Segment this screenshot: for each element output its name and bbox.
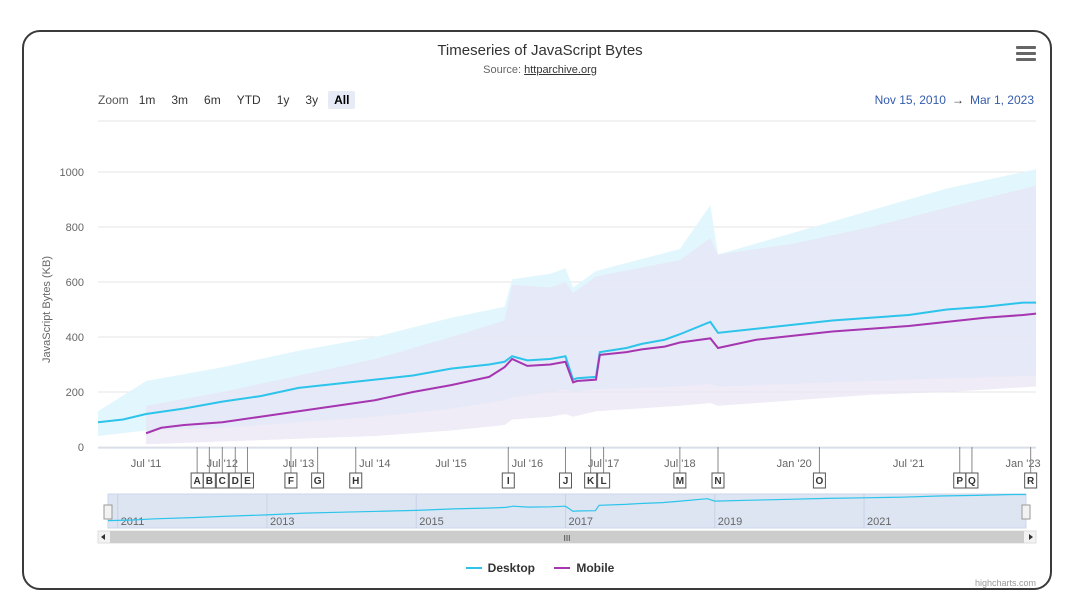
flag-label-N: N	[714, 476, 721, 487]
flag-box-I	[501, 472, 515, 489]
flag-box-C	[215, 472, 229, 489]
y-tick-label-800: 800	[66, 222, 84, 234]
scrollbar-thumb[interactable]	[110, 531, 1024, 543]
flag-label-E: E	[244, 476, 251, 487]
flag-label-G: G	[314, 476, 322, 487]
chart-title: Timeseries of JavaScript Bytes	[437, 42, 643, 59]
scrollbar-grip-icon: III	[564, 534, 571, 543]
x-tick-label-3: Jul '14	[359, 458, 390, 470]
x-tick-label-0: Jul '11	[131, 458, 162, 470]
chart-subtitle: Source: httparchive.org	[0, 64, 1080, 76]
legend-item-desktop[interactable]: Desktop	[465, 561, 535, 575]
flag-label-K: K	[587, 476, 595, 487]
range-arrow-icon: →	[951, 93, 964, 107]
y-tick-label-0: 0	[78, 442, 84, 454]
zoom-3m-button[interactable]: 3m	[171, 93, 189, 107]
flag-label-O: O	[816, 476, 824, 487]
flag-label-A: A	[194, 476, 201, 487]
navigator-year-2015: 2015	[419, 516, 443, 528]
flag-label-D: D	[232, 476, 239, 487]
y-tick-label-400: 400	[66, 332, 84, 344]
date-range: Nov 15, 2010 → Mar 1, 2023	[875, 93, 1034, 107]
scroll-right-arrow-icon[interactable]	[1029, 534, 1033, 540]
flag-label-B: B	[206, 476, 213, 487]
zoom-ytd-button[interactable]: YTD	[236, 93, 261, 107]
zoom-6m-button[interactable]: 6m	[204, 93, 221, 107]
navigator-series-line	[107, 493, 1026, 522]
flag-box-F	[284, 472, 298, 489]
zoom-1y-button[interactable]: 1y	[276, 93, 290, 107]
zoom-all-button[interactable]: All	[328, 91, 356, 109]
flag-label-Q: Q	[968, 476, 976, 487]
y-tick-label-1000: 1000	[60, 167, 84, 179]
zoom-label: Zoom	[98, 93, 129, 107]
flag-label-C: C	[219, 476, 226, 487]
x-tick-label-4: Jul '15	[435, 458, 466, 470]
y-axis-title: JavaScript Bytes (KB)	[41, 256, 53, 363]
flag-label-P: P	[956, 476, 963, 487]
range-to[interactable]: Mar 1, 2023	[969, 93, 1034, 107]
zoom-selector: Zoom 1m 3m 6m YTD 1y 3y All	[98, 91, 356, 109]
navigator-year-2013: 2013	[270, 516, 294, 528]
navigator-handle-right[interactable]	[1021, 504, 1031, 520]
desktop-legend-line-icon	[465, 567, 482, 569]
credits[interactable]: highcharts.com	[974, 578, 1036, 588]
legend-mobile-label: Mobile	[576, 561, 615, 575]
flag-box-G	[311, 472, 325, 489]
x-tick-label-5: Jul '16	[512, 458, 543, 470]
navigator-year-2021: 2021	[867, 516, 891, 528]
flag-box-H	[349, 472, 363, 489]
x-tick-label-9: Jul '21	[893, 458, 924, 470]
source-link[interactable]: httparchive.org	[524, 64, 597, 76]
y-tick-label-200: 200	[66, 387, 84, 399]
flag-label-J: J	[563, 476, 569, 487]
flag-box-M	[673, 472, 687, 489]
source-prefix: Source:	[483, 64, 525, 76]
flag-box-O	[812, 472, 826, 489]
flag-label-R: R	[1027, 476, 1035, 487]
flag-box-Q	[965, 472, 979, 489]
x-tick-label-8: Jan '20	[777, 458, 812, 470]
legend-desktop-label: Desktop	[487, 561, 535, 575]
legend: Desktop Mobile	[0, 558, 1080, 575]
flag-box-K	[584, 472, 598, 489]
flag-box-R	[1024, 472, 1038, 489]
series-line-mobile	[145, 312, 1037, 435]
navigator-year-2019: 2019	[718, 516, 742, 528]
flag-label-I: I	[507, 476, 510, 487]
legend-item-mobile[interactable]: Mobile	[554, 561, 614, 575]
navigator-year-2011: 2011	[121, 516, 145, 528]
scroll-left-arrow-icon[interactable]	[101, 534, 105, 540]
zoom-3y-button[interactable]: 3y	[305, 93, 319, 107]
x-tick-label-10: Jan '23	[1005, 458, 1040, 470]
mobile-legend-line-icon	[554, 567, 571, 569]
series-line-desktop	[97, 301, 1036, 424]
flag-box-N	[711, 472, 725, 489]
flag-box-B	[202, 472, 216, 489]
navigator-year-2017: 2017	[569, 516, 593, 528]
hamburger-menu-icon[interactable]	[1016, 46, 1036, 62]
flag-label-M: M	[676, 476, 684, 487]
flag-box-L	[597, 472, 611, 489]
flag-label-F: F	[288, 476, 294, 487]
flag-box-E	[240, 472, 254, 489]
navigator-handle-left[interactable]	[103, 504, 113, 520]
x-tick-label-2: Jul '13	[283, 458, 314, 470]
flag-box-J	[558, 472, 572, 489]
range-from[interactable]: Nov 15, 2010	[874, 93, 946, 107]
flag-label-L: L	[601, 476, 607, 487]
y-tick-label-600: 600	[66, 277, 84, 289]
zoom-1m-button[interactable]: 1m	[138, 93, 156, 107]
flag-label-H: H	[352, 476, 359, 487]
